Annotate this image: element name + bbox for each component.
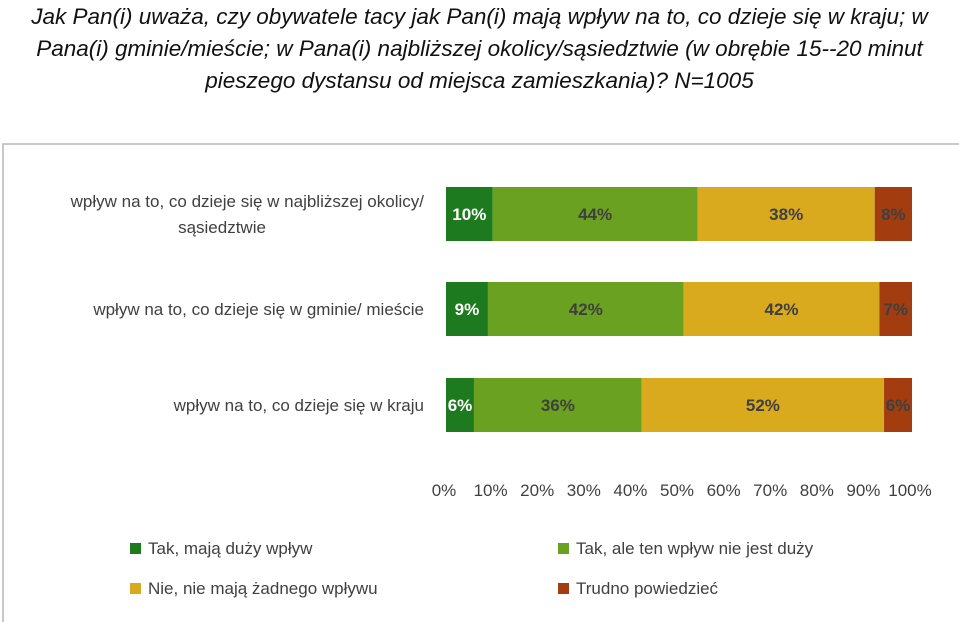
legend-swatch (558, 583, 569, 594)
bar-segment (492, 187, 698, 241)
category-label: wpływ na to, co dzieje się w kraju (173, 396, 424, 415)
x-tick-label: 60% (707, 481, 741, 500)
data-label: 44% (578, 205, 612, 224)
bar-segment (879, 282, 912, 336)
data-label: 52% (746, 396, 780, 415)
x-tick-label: 30% (567, 481, 601, 500)
bar-segment (446, 378, 474, 432)
bar-segment (697, 187, 875, 241)
category-label: wpływ na to, co dzieje się w najbliższej… (70, 192, 425, 211)
category-label: sąsiedztwie (178, 218, 266, 237)
question-title: Jak Pan(i) uważa, czy obywatele tacy jak… (31, 4, 928, 93)
legend-label: Tak, mają duży wpływ (148, 539, 313, 558)
bar-segment (874, 187, 912, 241)
legend-swatch (130, 583, 141, 594)
bar-segment (446, 282, 488, 336)
data-label: 42% (569, 300, 603, 319)
bar-segment (683, 282, 880, 336)
bar-segment (884, 378, 912, 432)
bar-segment (473, 378, 642, 432)
data-label: 9% (455, 300, 480, 319)
legend-label: Trudno powiedzieć (576, 579, 719, 598)
data-label: 36% (541, 396, 575, 415)
data-label: 8% (881, 205, 906, 224)
x-tick-label: 0% (432, 481, 457, 500)
data-label: 38% (769, 205, 803, 224)
data-label: 42% (765, 300, 799, 319)
legend-swatch (558, 543, 569, 554)
x-tick-label: 80% (800, 481, 834, 500)
x-tick-label: 100% (888, 481, 931, 500)
data-label: 7% (883, 300, 908, 319)
bar-segment (446, 187, 493, 241)
bar-segment (641, 378, 885, 432)
x-tick-label: 20% (520, 481, 554, 500)
legend-label: Nie, nie mają żadnego wpływu (148, 579, 378, 598)
data-label: 10% (452, 205, 486, 224)
x-tick-label: 70% (753, 481, 787, 500)
category-label: wpływ na to, co dzieje się w gminie/ mie… (92, 300, 424, 319)
data-label: 6% (448, 396, 473, 415)
x-tick-label: 90% (846, 481, 880, 500)
x-tick-label: 10% (474, 481, 508, 500)
data-label: 6% (886, 396, 911, 415)
x-tick-label: 40% (613, 481, 647, 500)
legend-label: Tak, ale ten wpływ nie jest duży (576, 539, 814, 558)
legend-swatch (130, 543, 141, 554)
bar-segment (487, 282, 684, 336)
x-tick-label: 50% (660, 481, 694, 500)
